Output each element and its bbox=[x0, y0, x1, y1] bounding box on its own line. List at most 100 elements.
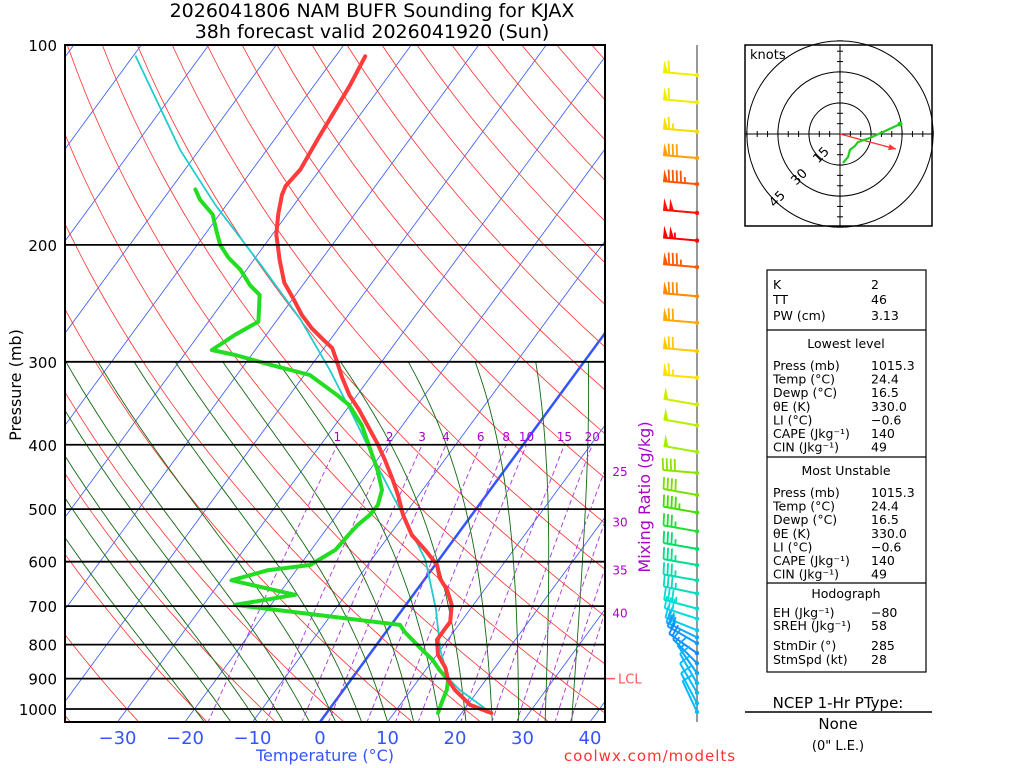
barb-station-dot bbox=[694, 546, 700, 552]
hodograph-stats-row-label: StmDir (°) bbox=[773, 638, 836, 653]
barb-full bbox=[674, 496, 677, 509]
barb-full bbox=[670, 514, 673, 527]
barb-full bbox=[666, 562, 669, 576]
moist-adiabat bbox=[65, 455, 258, 722]
barb-flag bbox=[663, 434, 669, 447]
barb-flag bbox=[663, 307, 669, 321]
barb-flag bbox=[669, 226, 675, 239]
isotherm bbox=[65, 45, 547, 703]
dewpoint-trace bbox=[193, 187, 451, 715]
indices-table: K 2 TT 46 PW (cm) 3.13 Lowest level Press (mb) 1… bbox=[766, 269, 927, 673]
lowest-level-row-label: CIN (Jkg⁻¹) bbox=[773, 440, 839, 455]
index-row-label: TT bbox=[772, 292, 788, 307]
barb-station-dot bbox=[694, 155, 700, 161]
y-axis-label: Pressure (mb) bbox=[6, 329, 25, 441]
barb-full bbox=[663, 596, 668, 609]
mixing-ratio-label: 10 bbox=[519, 430, 534, 444]
most-unstable-row-value: 24.4 bbox=[871, 499, 899, 514]
moist-adiabat bbox=[407, 361, 493, 722]
wind-barb bbox=[676, 636, 700, 676]
barb-staff bbox=[663, 208, 698, 214]
pressure-tick-label: 500 bbox=[28, 501, 57, 519]
mixing-ratio-line bbox=[301, 444, 423, 722]
temperature-tick-label: 10 bbox=[376, 728, 399, 749]
barb-half bbox=[675, 636, 681, 643]
dry-adiabat bbox=[171, 45, 605, 570]
wind-barb bbox=[662, 513, 700, 534]
most-unstable-row-value: 16.5 bbox=[871, 512, 899, 527]
barb-station-dot bbox=[694, 449, 700, 455]
barb-full bbox=[667, 588, 671, 601]
barb-full bbox=[662, 530, 666, 544]
pressure-tick-label: 400 bbox=[28, 437, 57, 455]
dry-adiabat bbox=[65, 633, 140, 722]
barb-full bbox=[674, 478, 677, 492]
lowest-level-row-label: Dewp (°C) bbox=[773, 385, 837, 400]
barb-flag bbox=[663, 169, 669, 182]
wind-barb bbox=[663, 60, 700, 78]
hodograph-top-point bbox=[897, 121, 903, 127]
wind-barb bbox=[663, 252, 700, 270]
mixing-ratio-label: 2 bbox=[386, 430, 394, 444]
barb-full bbox=[666, 575, 670, 588]
zero-isotherm bbox=[318, 331, 605, 722]
dry-adiabat bbox=[65, 391, 345, 722]
hodograph-stats-row-label: SREH (Jkg⁻¹) bbox=[773, 618, 851, 633]
ptype-value: None bbox=[818, 715, 857, 733]
isotherm bbox=[65, 45, 277, 334]
ptype-title: NCEP 1-Hr PType: bbox=[773, 694, 904, 712]
wind-barb bbox=[663, 225, 700, 243]
wind-barb bbox=[663, 336, 700, 354]
index-row-value: 3.13 bbox=[871, 308, 899, 323]
barb-station-dot bbox=[694, 591, 700, 596]
wind-barb bbox=[662, 530, 700, 552]
lcl-label: LCL bbox=[618, 673, 642, 688]
wind-barb bbox=[663, 407, 700, 428]
barb-staff bbox=[672, 638, 698, 664]
lowest-level-row-value: 16.5 bbox=[871, 385, 899, 400]
wind-barb bbox=[663, 116, 700, 134]
barb-full bbox=[663, 587, 667, 600]
barb-station-dot bbox=[694, 294, 700, 299]
mixing-ratio-line bbox=[460, 444, 565, 722]
barb-half bbox=[672, 614, 676, 621]
barb-staff bbox=[663, 468, 698, 474]
plot-frame bbox=[64, 44, 606, 723]
most-unstable-row-value: 330.0 bbox=[871, 526, 907, 541]
pressure-tick-label: 800 bbox=[28, 637, 57, 655]
ptype-amount: (0" L.E.) bbox=[812, 739, 864, 754]
most-unstable-title: Most Unstable bbox=[801, 463, 890, 478]
credit-link[interactable]: coolwx.com/modelts bbox=[564, 747, 736, 765]
wind-barb bbox=[663, 281, 700, 299]
temperature-tick-label: −10 bbox=[234, 728, 272, 749]
temperature-tick-label: 30 bbox=[511, 728, 534, 749]
dry-adiabat bbox=[241, 45, 605, 479]
dry-adiabat bbox=[451, 45, 605, 222]
hodograph-stats-title: Hodograph bbox=[811, 586, 880, 601]
storm-motion-vector bbox=[839, 133, 897, 150]
hodograph-stats-row-label: StmSpd (kt) bbox=[773, 652, 848, 667]
barb-full bbox=[668, 607, 674, 620]
barb-full bbox=[666, 513, 669, 527]
barb-staff bbox=[663, 444, 698, 453]
barb-full bbox=[670, 563, 673, 576]
barb-full bbox=[676, 636, 688, 646]
dry-adiabat bbox=[346, 45, 605, 348]
wind-barb bbox=[666, 614, 700, 646]
barb-staff bbox=[663, 524, 698, 533]
lowest-level-row-value: −0.6 bbox=[871, 412, 901, 427]
barb-station-dot bbox=[694, 690, 700, 695]
barb-staff bbox=[663, 236, 698, 242]
hodograph-units-label: knots bbox=[750, 48, 786, 63]
dry-adiabat bbox=[65, 308, 413, 722]
wind-barb bbox=[663, 198, 700, 216]
wind-barb bbox=[672, 629, 700, 666]
mixing-ratio-line bbox=[417, 444, 527, 722]
barb-station-dot bbox=[694, 375, 700, 380]
barb-full bbox=[662, 494, 666, 507]
barb-full bbox=[671, 624, 679, 637]
dry-adiabat bbox=[65, 553, 208, 722]
wind-barb bbox=[681, 673, 700, 715]
temperature-tick-label: −20 bbox=[166, 728, 204, 749]
barb-full bbox=[662, 476, 666, 490]
